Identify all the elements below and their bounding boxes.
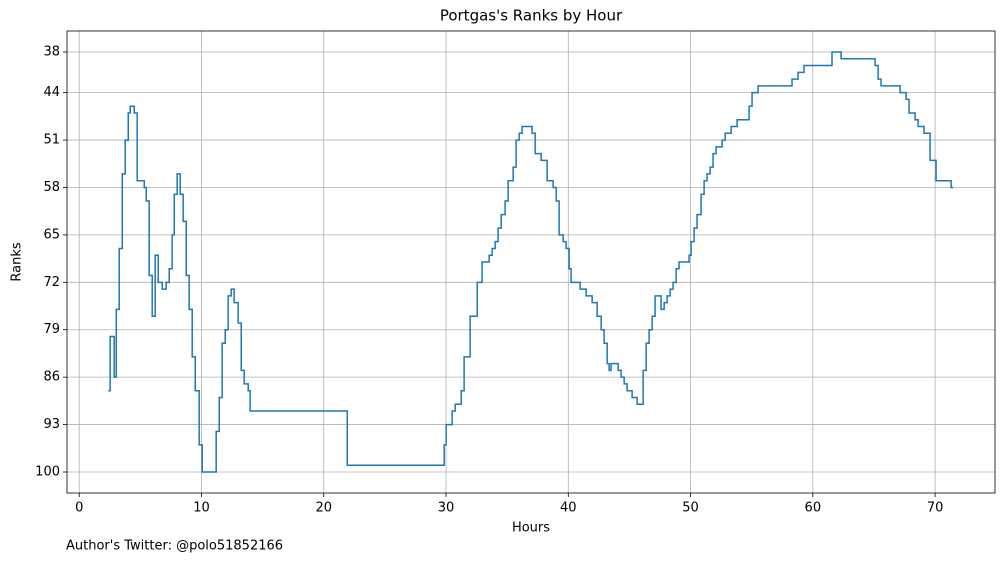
x-tick-label: 70: [927, 501, 944, 516]
plot-frame: [66, 30, 996, 494]
line: [108, 51, 954, 473]
x-tick-label: 10: [193, 501, 210, 516]
y-tick-label: 72: [43, 275, 60, 290]
x-tick-label: 50: [682, 501, 699, 516]
x-tick-label: 20: [315, 501, 332, 516]
y-tick-label: 100: [35, 465, 60, 480]
y-tick-label: 86: [43, 370, 60, 385]
y-tick-label: 65: [43, 227, 60, 242]
x-tick-label: 30: [438, 501, 455, 516]
x-tick-label: 0: [75, 501, 83, 516]
y-tick-label: 38: [43, 45, 60, 60]
footnote: Author's Twitter: @polo51852166: [66, 539, 283, 554]
y-tick-label: 58: [43, 180, 60, 195]
x-tick-label: 60: [805, 501, 822, 516]
y-tick-label: 79: [43, 322, 60, 337]
chart-title: Portgas's Ranks by Hour: [440, 7, 623, 25]
x-tick-label: 40: [560, 501, 577, 516]
y-tick-label: 51: [43, 133, 60, 148]
y-axis-label: Ranks: [10, 242, 25, 281]
y-tick-label: 93: [43, 417, 60, 432]
x-axis-label: Hours: [512, 521, 550, 536]
y-tick-label: 44: [43, 85, 60, 100]
